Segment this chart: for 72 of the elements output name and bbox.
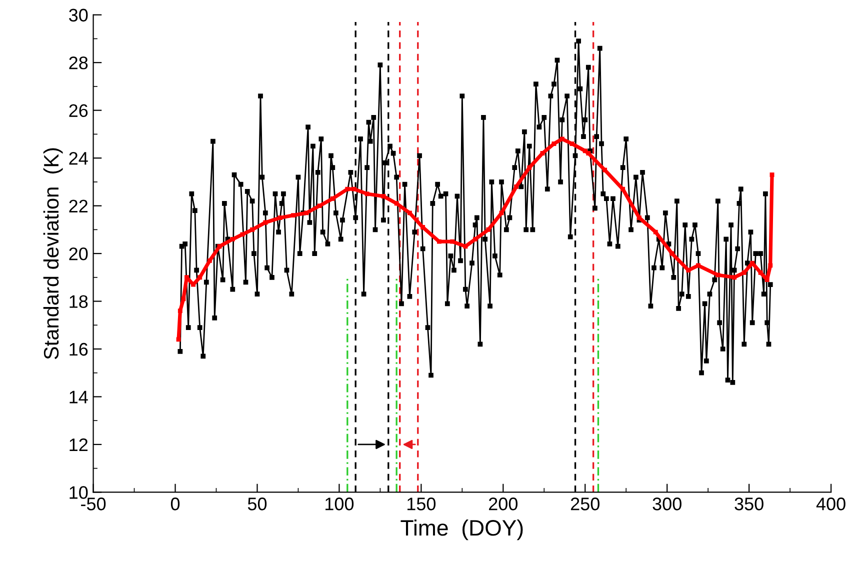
y-tick-label: 10 <box>70 486 88 499</box>
point <box>696 263 700 268</box>
point <box>527 165 532 170</box>
point <box>207 258 212 263</box>
point <box>768 263 773 268</box>
point <box>770 172 774 177</box>
point <box>670 251 674 256</box>
y-tick-label: 22 <box>69 200 88 212</box>
point <box>586 151 591 156</box>
x-tick-label: -50 <box>81 498 106 510</box>
point <box>552 142 556 146</box>
point <box>345 186 350 192</box>
point <box>178 308 182 314</box>
y-tick-label: 24 <box>69 152 88 165</box>
point <box>602 168 608 172</box>
point <box>463 244 468 249</box>
x-tick-label: 350 <box>734 498 764 510</box>
y-tick-label: 16 <box>70 342 88 356</box>
y-tick-label: 12 <box>70 438 88 452</box>
x-tick-label: 200 <box>488 498 518 510</box>
point <box>250 227 255 232</box>
point <box>291 213 296 218</box>
point <box>450 239 455 244</box>
point <box>317 204 322 208</box>
point <box>758 270 763 275</box>
point <box>514 184 518 189</box>
point <box>407 210 412 216</box>
point <box>364 192 370 196</box>
x-axis-title: Time (DOY) <box>400 519 523 540</box>
point <box>570 142 574 146</box>
point <box>473 236 478 242</box>
point <box>304 210 309 216</box>
point <box>637 216 642 220</box>
point <box>263 220 268 225</box>
y-tick-label: 14 <box>70 390 88 404</box>
x-tick-label: 150 <box>407 498 436 510</box>
x-tick-label: 50 <box>248 498 267 510</box>
y-tick-label: 28 <box>69 56 88 70</box>
point <box>394 201 399 206</box>
point <box>240 232 245 237</box>
point <box>742 270 746 275</box>
point <box>278 216 282 220</box>
x-tick-label: 100 <box>326 498 354 510</box>
point <box>540 151 545 156</box>
x-tick-label: 400 <box>816 498 846 510</box>
point <box>764 278 770 282</box>
y-axis-title: Standard deviation (K) <box>43 148 63 360</box>
point <box>184 275 189 280</box>
x-tick-label: 0 <box>170 498 180 510</box>
point <box>620 186 626 192</box>
point <box>486 227 491 232</box>
point <box>230 236 235 242</box>
point <box>176 337 181 342</box>
point <box>420 225 426 230</box>
point <box>181 296 186 302</box>
point <box>560 136 564 142</box>
x-tick-label: 250 <box>570 498 600 510</box>
y-tick-label: 26 <box>69 104 88 118</box>
y-tick-label: 18 <box>70 295 88 308</box>
point <box>381 194 386 198</box>
point <box>732 275 737 280</box>
point <box>716 272 720 278</box>
point <box>352 186 356 192</box>
point <box>499 210 504 216</box>
point <box>198 275 202 280</box>
y-tick-label: 20 <box>69 247 88 260</box>
point <box>436 239 442 244</box>
point <box>653 230 658 234</box>
y-tick-label: 30 <box>69 8 88 22</box>
x-tick-label: 300 <box>652 498 682 510</box>
point <box>582 148 588 154</box>
point <box>330 196 335 201</box>
